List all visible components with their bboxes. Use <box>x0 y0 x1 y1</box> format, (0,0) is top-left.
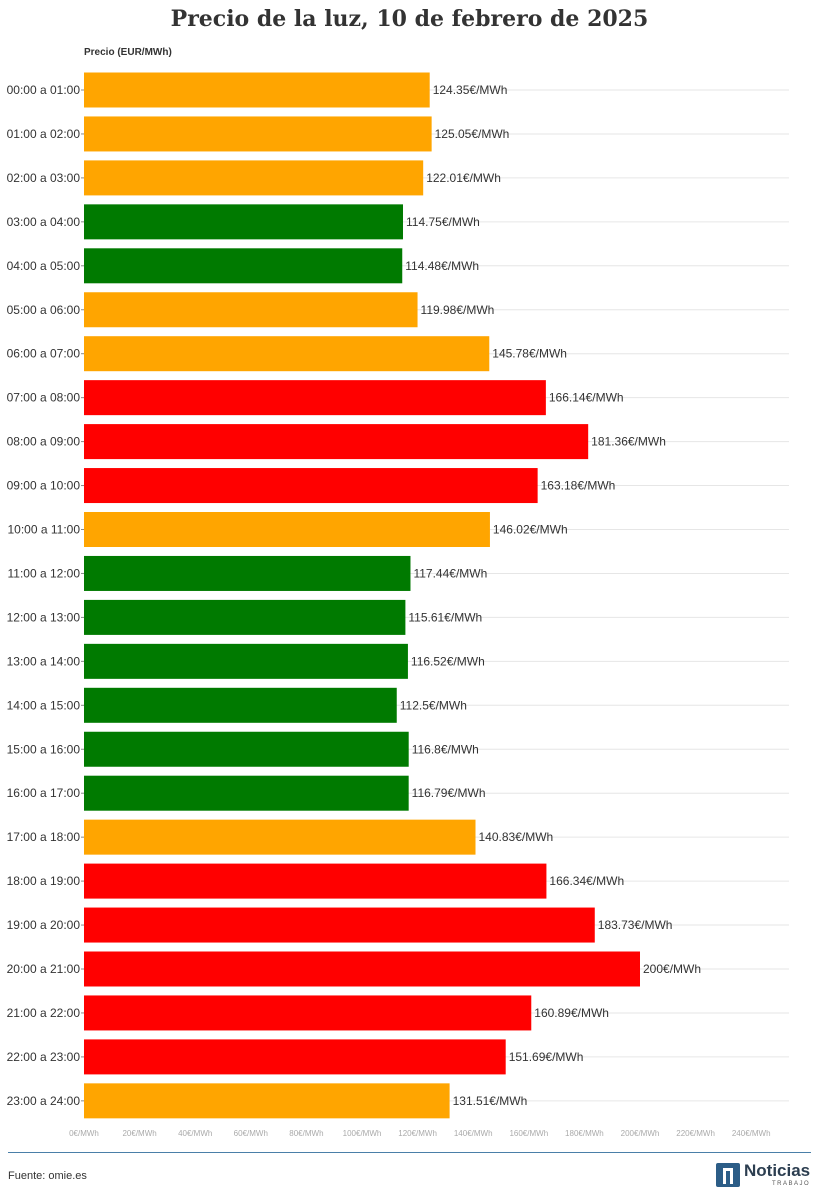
logo-name: Noticias <box>744 1161 811 1180</box>
category-label: 09:00 a 10:00 <box>7 479 81 493</box>
bar <box>84 1039 506 1075</box>
price-bar-chart: 00:00 a 01:00 124.35€/MWh 01:00 a 02:00 125… <box>7 72 789 1138</box>
bar <box>84 951 640 987</box>
category-label: 10:00 a 11:00 <box>7 523 80 537</box>
noticias-trabajo-logo[interactable]: Noticias TRABAJO <box>716 1161 812 1189</box>
category-label: 05:00 a 06:00 <box>7 303 81 317</box>
bar <box>84 248 403 284</box>
bar <box>84 643 408 679</box>
category-label: 17:00 a 18:00 <box>7 830 81 844</box>
category-label: 02:00 a 03:00 <box>7 171 81 185</box>
bar <box>84 819 476 855</box>
bar <box>84 555 411 591</box>
source-note: Fuente: omie.es <box>8 1170 87 1182</box>
footer-divider <box>8 1152 811 1153</box>
value-label: 131.51€/MWh <box>453 1094 528 1108</box>
x-tick-label: 20€/MWh <box>122 1129 156 1138</box>
x-tick-label: 160€/MWh <box>509 1129 548 1138</box>
x-tick-label: 40€/MWh <box>178 1129 212 1138</box>
x-tick-label: 120€/MWh <box>398 1129 437 1138</box>
x-tick-label: 0€/MWh <box>69 1129 99 1138</box>
value-label: 140.83€/MWh <box>479 830 554 844</box>
value-label: 112.5€/MWh <box>400 698 467 712</box>
value-label: 181.36€/MWh <box>591 435 666 449</box>
x-tick-label: 200€/MWh <box>621 1129 660 1138</box>
bar <box>84 995 532 1031</box>
value-label: 200€/MWh <box>643 962 701 976</box>
value-label: 116.8€/MWh <box>412 742 479 756</box>
bar <box>84 731 409 767</box>
category-label: 04:00 a 05:00 <box>7 259 81 273</box>
category-label: 18:00 a 19:00 <box>7 874 81 888</box>
x-tick-label: 60€/MWh <box>234 1129 268 1138</box>
category-label: 08:00 a 09:00 <box>7 435 81 449</box>
value-label: 125.05€/MWh <box>435 127 510 141</box>
x-tick-label: 240€/MWh <box>732 1129 771 1138</box>
value-label: 114.75€/MWh <box>406 215 480 229</box>
value-label: 119.98€/MWh <box>421 303 495 317</box>
bar <box>84 468 538 504</box>
value-label: 116.52€/MWh <box>411 654 485 668</box>
bar <box>84 1083 450 1119</box>
value-label: 163.18€/MWh <box>541 479 616 493</box>
category-label: 01:00 a 02:00 <box>7 127 81 141</box>
value-label: 145.78€/MWh <box>492 347 567 361</box>
logo-subtitle: TRABAJO <box>772 1181 811 1187</box>
bar <box>84 599 406 635</box>
category-label: 13:00 a 14:00 <box>7 654 81 668</box>
x-tick-label: 140€/MWh <box>454 1129 493 1138</box>
x-tick-label: 80€/MWh <box>289 1129 323 1138</box>
bar <box>84 775 409 811</box>
bar <box>84 863 547 899</box>
x-tick-label: 100€/MWh <box>343 1129 382 1138</box>
value-label: 117.44€/MWh <box>413 566 487 580</box>
value-label: 183.73€/MWh <box>598 918 673 932</box>
category-label: 06:00 a 07:00 <box>7 347 81 361</box>
category-label: 07:00 a 08:00 <box>7 391 81 405</box>
category-label: 14:00 a 15:00 <box>7 698 81 712</box>
bar <box>84 512 490 547</box>
x-tick-label: 180€/MWh <box>565 1129 604 1138</box>
value-label: 124.35€/MWh <box>433 83 508 97</box>
bar <box>84 907 595 943</box>
bar <box>84 292 418 328</box>
bar <box>84 687 397 723</box>
category-label: 19:00 a 20:00 <box>7 918 81 932</box>
bar <box>84 424 589 460</box>
value-label: 114.48€/MWh <box>405 259 479 273</box>
category-label: 21:00 a 22:00 <box>7 1006 81 1020</box>
value-label: 166.14€/MWh <box>549 391 624 405</box>
value-label: 151.69€/MWh <box>509 1050 584 1064</box>
bar <box>84 72 430 108</box>
category-label: 20:00 a 21:00 <box>7 962 81 976</box>
bar <box>84 116 432 152</box>
value-label: 166.34€/MWh <box>549 874 624 888</box>
category-label: 00:00 a 01:00 <box>7 83 81 97</box>
bar <box>84 336 490 372</box>
chart-title: Precio de la luz, 10 de febrero de 2025 <box>170 6 649 32</box>
category-label: 15:00 a 16:00 <box>7 742 81 756</box>
logo-icon <box>716 1163 740 1187</box>
category-label: 22:00 a 23:00 <box>7 1050 81 1064</box>
value-axis-title: Precio (EUR/MWh) <box>84 47 172 58</box>
value-label: 116.79€/MWh <box>412 786 486 800</box>
value-label: 160.89€/MWh <box>534 1006 609 1020</box>
category-label: 12:00 a 13:00 <box>7 610 81 624</box>
bar <box>84 204 404 240</box>
category-label: 23:00 a 24:00 <box>7 1094 81 1108</box>
category-label: 11:00 a 12:00 <box>7 566 80 580</box>
value-label: 115.61€/MWh <box>408 610 482 624</box>
category-label: 16:00 a 17:00 <box>7 786 81 800</box>
bar <box>84 160 424 196</box>
value-label: 146.02€/MWh <box>493 523 568 537</box>
x-tick-label: 220€/MWh <box>676 1129 715 1138</box>
value-label: 122.01€/MWh <box>426 171 501 185</box>
category-label: 03:00 a 04:00 <box>7 215 81 229</box>
bar <box>84 380 546 416</box>
